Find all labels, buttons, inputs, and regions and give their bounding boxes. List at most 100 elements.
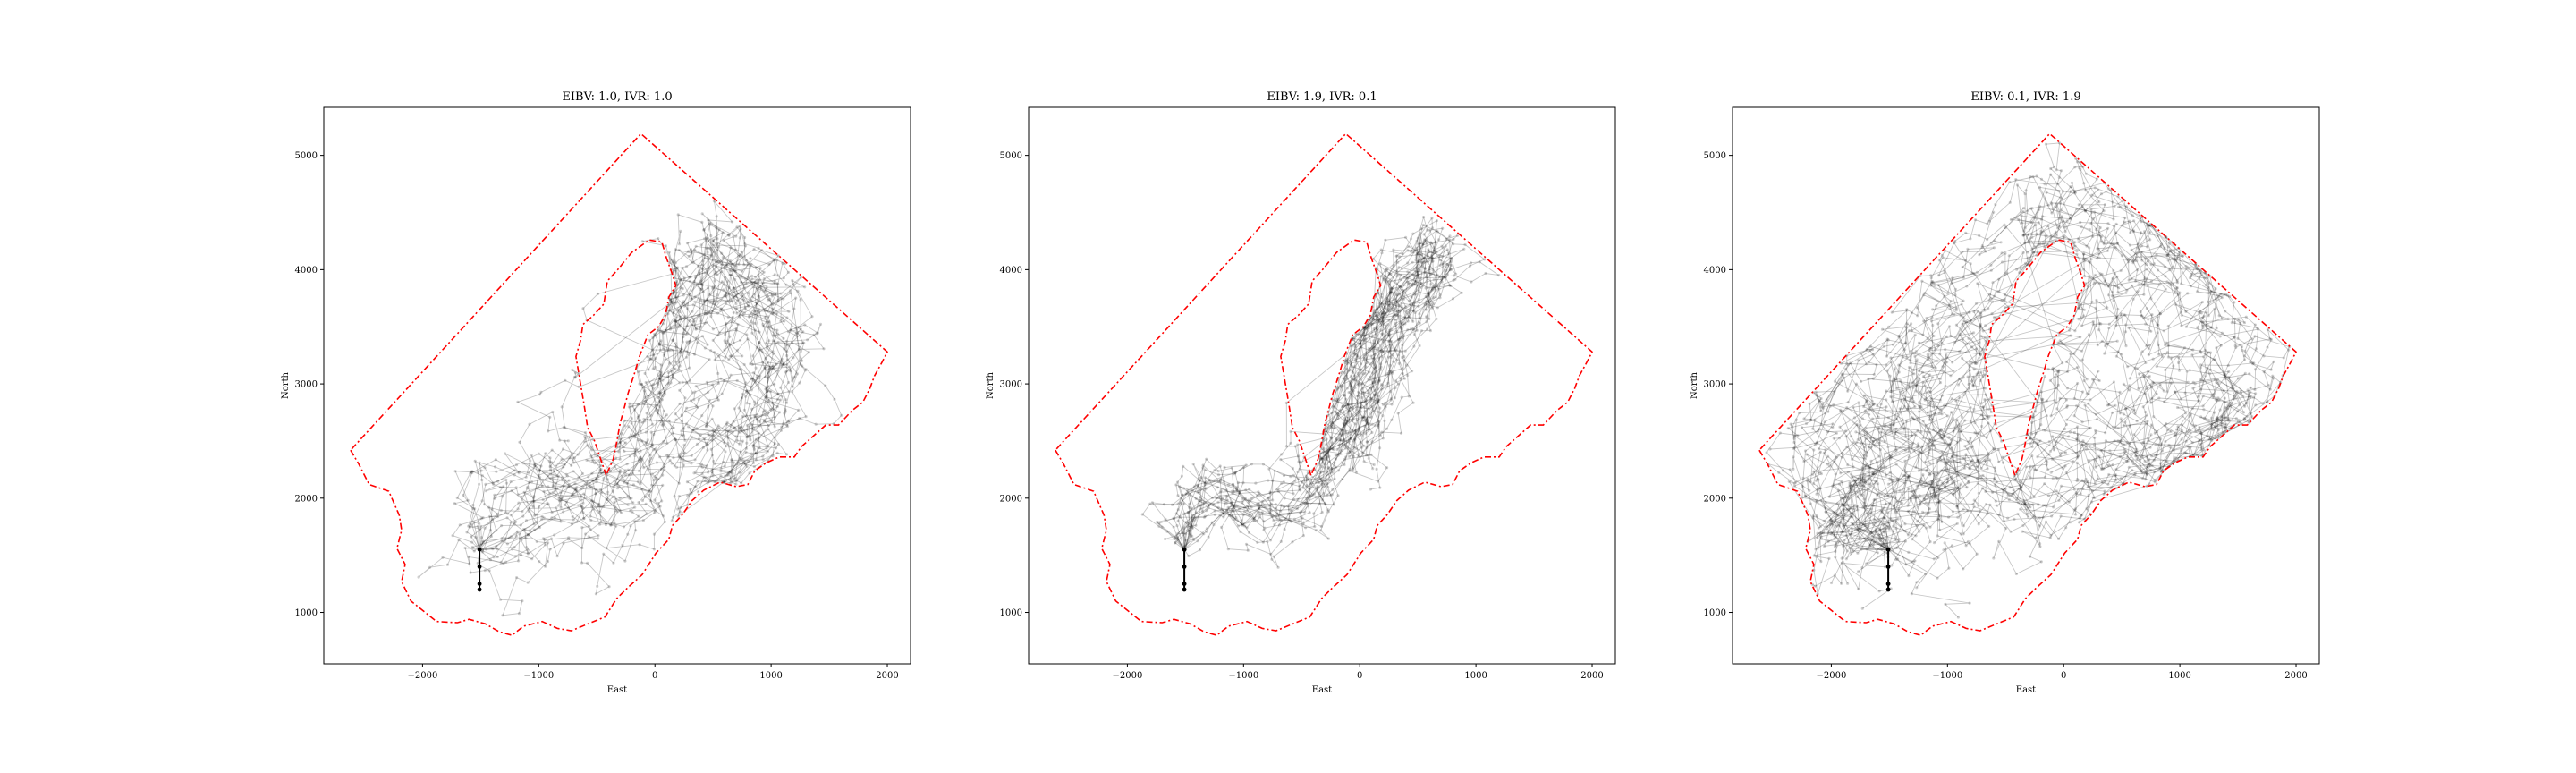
path-waypoint [1359, 410, 1362, 413]
path-waypoint [1856, 490, 1860, 494]
path-waypoint [2202, 355, 2206, 359]
path-waypoint [745, 464, 749, 469]
path-waypoint [633, 520, 637, 523]
path-waypoint [467, 555, 470, 559]
path-waypoint [538, 525, 542, 530]
path-waypoint [1210, 496, 1214, 500]
path-waypoint [751, 321, 755, 325]
path-waypoint [1396, 272, 1400, 276]
path-waypoint [1865, 450, 1868, 454]
path-waypoint [2200, 301, 2204, 304]
path-waypoint [682, 300, 686, 303]
path-waypoint [1437, 238, 1441, 242]
path-waypoint [2210, 416, 2214, 420]
path-waypoint [2079, 359, 2082, 362]
path-waypoint [2164, 287, 2167, 291]
path-waypoint [1299, 488, 1302, 492]
path-waypoint [1393, 347, 1396, 351]
path-waypoint [674, 345, 678, 349]
path-waypoint [1874, 522, 1877, 525]
path-waypoint [673, 464, 676, 468]
path-waypoint [1961, 322, 1964, 326]
path-waypoint [678, 315, 682, 319]
path-waypoint [1343, 430, 1347, 434]
path-waypoint [745, 435, 749, 439]
path-waypoint [704, 312, 708, 316]
path-waypoint [2048, 378, 2052, 382]
path-waypoint [639, 430, 642, 434]
path-waypoint [1186, 525, 1190, 529]
path-waypoint [1418, 245, 1421, 249]
path-waypoint [1454, 272, 1458, 276]
path-waypoint [789, 291, 792, 295]
path-trace [1183, 238, 1454, 557]
path-waypoint [2080, 225, 2083, 229]
path-waypoint [1331, 405, 1335, 409]
path-waypoint [1429, 283, 1433, 286]
path-waypoint [742, 408, 747, 412]
path-waypoint [2220, 317, 2224, 320]
path-waypoint [711, 404, 715, 408]
path-waypoint [2140, 441, 2144, 445]
path-waypoint [1384, 327, 1387, 330]
path-waypoint [1979, 325, 1982, 328]
path-waypoint [1398, 292, 1402, 295]
path-waypoint [1277, 523, 1282, 527]
path-waypoint [2101, 467, 2105, 471]
path-waypoint [2207, 314, 2210, 318]
path-waypoint [685, 265, 689, 268]
path-waypoint [453, 470, 457, 473]
path-waypoint [680, 318, 683, 321]
path-waypoint [1433, 285, 1436, 289]
path-waypoint [724, 264, 728, 268]
path-waypoint [1906, 533, 1910, 537]
path-waypoint [765, 386, 768, 389]
path-waypoint [1286, 505, 1290, 508]
path-waypoint [672, 426, 675, 429]
path-waypoint [1172, 525, 1175, 529]
path-waypoint [1322, 470, 1326, 473]
path-waypoint [1241, 497, 1245, 501]
path-waypoint [766, 376, 769, 379]
path-waypoint [1931, 308, 1935, 311]
path-waypoint [740, 275, 743, 278]
path-waypoint [483, 569, 487, 573]
path-waypoint [2055, 401, 2058, 405]
path-waypoint [1361, 372, 1365, 376]
path-waypoint [1324, 503, 1327, 506]
path-waypoint [2220, 331, 2224, 335]
path-waypoint [1942, 457, 1945, 461]
path-waypoint [1387, 303, 1392, 307]
path-waypoint [1288, 518, 1292, 522]
path-waypoint [2236, 336, 2240, 340]
path-waypoint [1422, 216, 1426, 219]
path-waypoint [1182, 526, 1186, 530]
path-waypoint [637, 458, 641, 463]
path-waypoint [537, 452, 541, 455]
path-waypoint [666, 303, 671, 307]
start-point [1182, 582, 1187, 586]
path-waypoint [560, 476, 564, 480]
path-waypoint [1359, 341, 1362, 345]
path-waypoint [766, 320, 769, 324]
path-waypoint [1888, 374, 1892, 378]
path-waypoint [696, 341, 699, 344]
path-waypoint [1242, 465, 1246, 469]
path-waypoint [728, 354, 732, 358]
path-waypoint [757, 279, 760, 283]
path-waypoint [744, 446, 749, 450]
path-waypoint [1295, 507, 1299, 511]
path-waypoint [1966, 410, 1970, 413]
path-waypoint [470, 471, 473, 474]
path-waypoint [1401, 252, 1404, 256]
path-waypoint [1940, 253, 1944, 257]
panel-1-marks [349, 132, 888, 636]
path-waypoint [2146, 284, 2149, 287]
path-waypoint [1386, 298, 1390, 302]
path-waypoint [2123, 220, 2126, 224]
inner-boundary [1280, 239, 1382, 478]
path-waypoint [1351, 414, 1354, 418]
path-waypoint [1999, 241, 2003, 244]
path-waypoint [2062, 234, 2065, 238]
path-waypoint [1355, 355, 1359, 359]
